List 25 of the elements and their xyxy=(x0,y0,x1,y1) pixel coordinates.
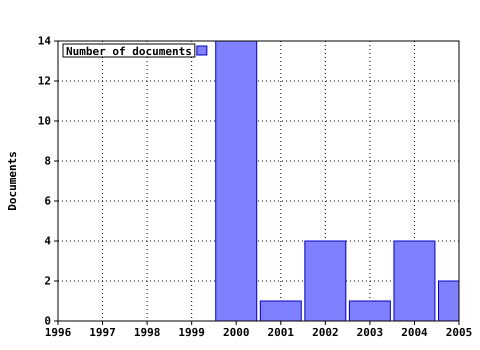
y-tick-label: 4 xyxy=(44,234,52,248)
y-tick-label: 10 xyxy=(38,114,51,128)
x-tick-label: 2003 xyxy=(356,326,384,339)
bar xyxy=(348,300,391,321)
x-tick-label: 1998 xyxy=(134,326,160,339)
x-tick-label: 1996 xyxy=(44,326,72,339)
legend-label: Number of documents xyxy=(66,45,192,58)
y-tick-label: 6 xyxy=(44,194,52,208)
x-tick-label: 2002 xyxy=(312,326,339,339)
y-tick-label: 12 xyxy=(38,74,51,88)
y-axis-title: Documents xyxy=(6,151,19,211)
x-tick-label: 2004 xyxy=(401,326,428,339)
x-tick-label: 1997 xyxy=(89,326,116,339)
x-tick-label: 2005 xyxy=(446,326,472,339)
y-tick-label: 8 xyxy=(44,154,51,168)
x-tick-label: 2001 xyxy=(268,326,294,339)
bar xyxy=(260,300,302,321)
bar xyxy=(393,240,436,321)
y-tick-label: 14 xyxy=(38,34,52,48)
bar xyxy=(304,240,346,321)
bar xyxy=(215,41,258,321)
y-tick-label: 0 xyxy=(44,314,51,328)
x-tick-label: 2000 xyxy=(222,326,250,339)
y-tick-label: 2 xyxy=(44,274,51,288)
x-tick-label: 1999 xyxy=(178,326,205,339)
